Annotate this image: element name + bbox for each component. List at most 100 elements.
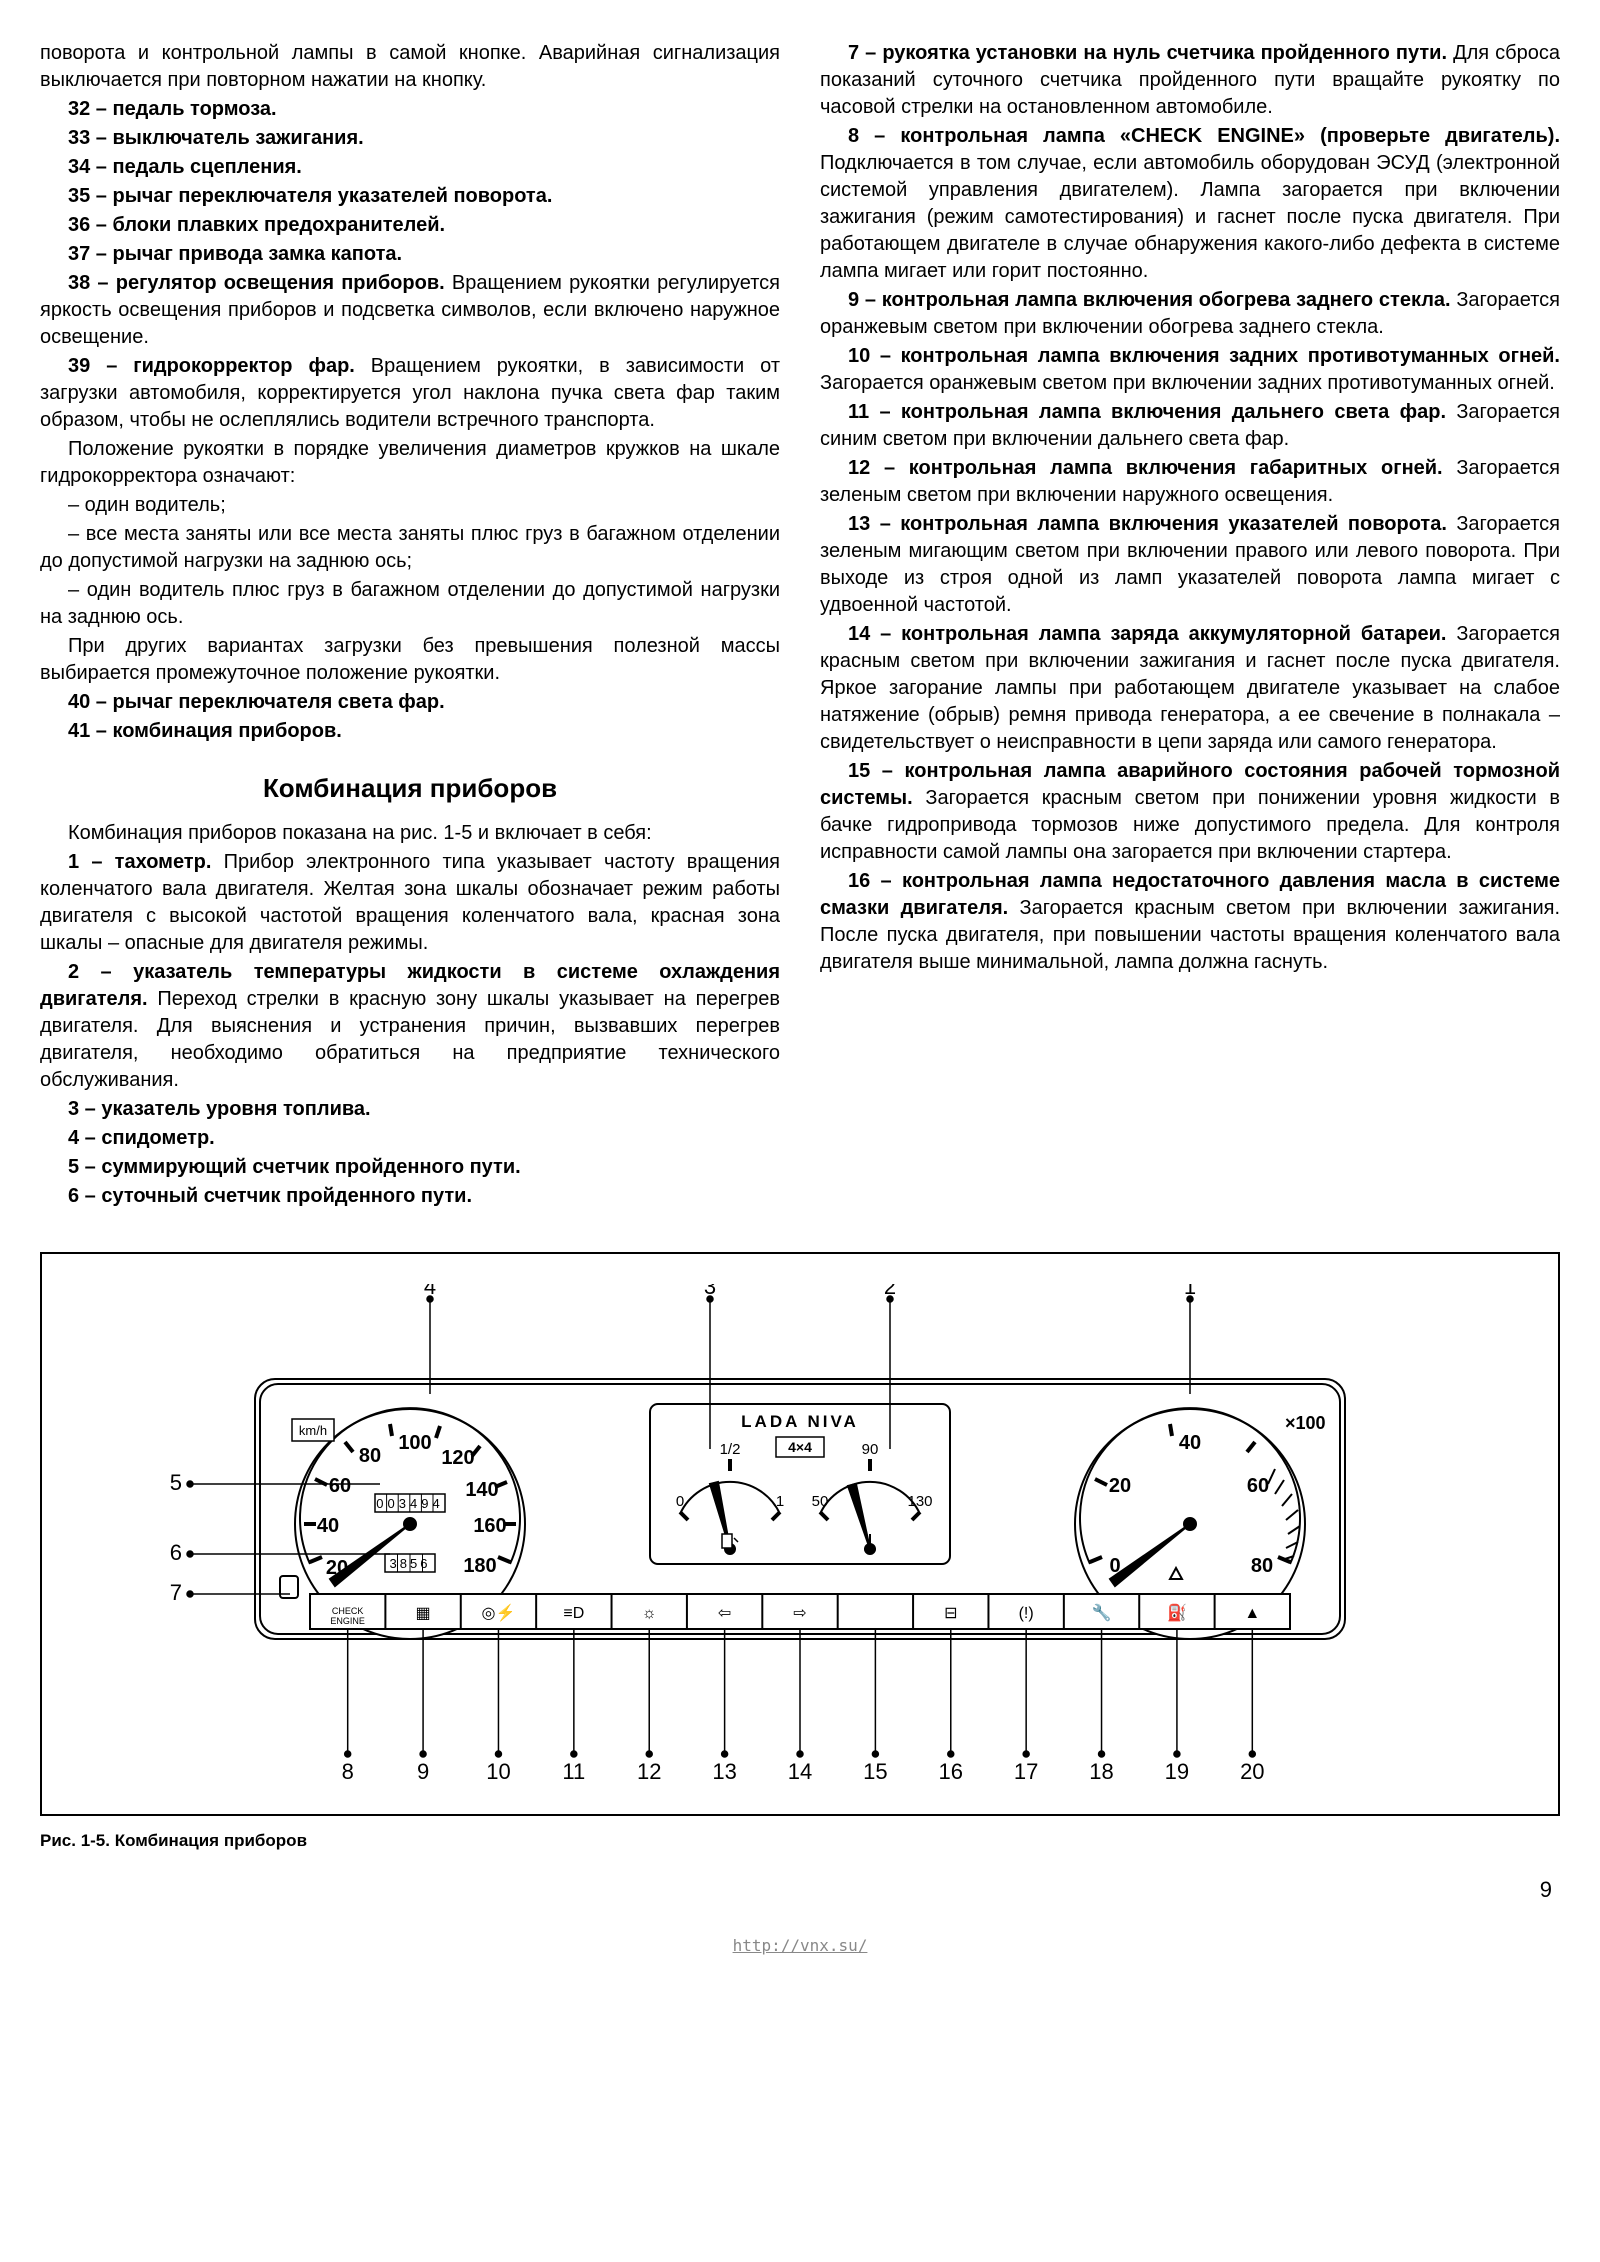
svg-text:4: 4 [424, 1284, 436, 1299]
numbered-5: 5 – суммирующий счетчик пройденного пути… [40, 1154, 780, 1181]
svg-text:3856: 3856 [390, 1556, 431, 1571]
numbered-8: 8 – контрольная лампа «CHECK ENGINE» (пр… [820, 123, 1560, 285]
n8-text: Подключается в том случае, если автомоби… [820, 152, 1560, 282]
item-33: 33 – выключатель зажигания. [40, 125, 780, 152]
item-39-l3: – один водитель плюс груз в багажном отд… [40, 577, 780, 631]
svg-text:130: 130 [907, 1493, 932, 1510]
svg-text:10: 10 [486, 1759, 510, 1784]
item-38-bold: 38 – регулятор освещения приборов. [68, 272, 445, 294]
svg-text:4×4: 4×4 [788, 1439, 812, 1455]
n15-text: Загорается красным светом при понижении … [820, 787, 1560, 863]
svg-text:50: 50 [812, 1493, 829, 1510]
item-35: 35 – рычаг переключателя указателей пово… [40, 183, 780, 210]
svg-text:0: 0 [1109, 1555, 1120, 1577]
n10-text: Загорается оранжевым светом при включени… [820, 372, 1555, 394]
n10-bold: 10 – контрольная лампа включения задних … [848, 345, 1560, 367]
svg-text:13: 13 [712, 1759, 736, 1784]
n2-text: Переход стрелки в красную зону шкалы ука… [40, 988, 780, 1091]
svg-text:19: 19 [1165, 1759, 1189, 1784]
svg-text:100: 100 [398, 1432, 431, 1454]
item-39-l1: – один водитель; [40, 492, 780, 519]
svg-text:20: 20 [326, 1557, 348, 1579]
svg-text:⊟: ⊟ [944, 1605, 957, 1622]
item-41: 41 – комбинация приборов. [40, 718, 780, 745]
svg-text:40: 40 [1179, 1432, 1201, 1454]
section-intro: Комбинация приборов показана на рис. 1-5… [40, 820, 780, 847]
numbered-2: 2 – указатель температуры жидкости в сис… [40, 959, 780, 1094]
svg-text:17: 17 [1014, 1759, 1038, 1784]
n1-bold: 1 – тахометр. [68, 851, 211, 873]
instrument-cluster-diagram: 003494 3856 km/h 20 40 60 [110, 1284, 1490, 1784]
svg-text:5: 5 [170, 1470, 182, 1495]
svg-text:180: 180 [463, 1555, 496, 1577]
svg-text:0: 0 [676, 1493, 684, 1510]
svg-text:LADA NIVA: LADA NIVA [741, 1412, 859, 1431]
svg-text:120: 120 [441, 1447, 474, 1469]
svg-text:7: 7 [170, 1580, 182, 1605]
numbered-13: 13 – контрольная лампа включения указате… [820, 511, 1560, 619]
numbered-12: 12 – контрольная лампа включения габарит… [820, 455, 1560, 509]
item-39-l2: – все места заняты или все места заняты … [40, 521, 780, 575]
item-39-bold: 39 – гидрокорректор фар. [68, 355, 355, 377]
numbered-10: 10 – контрольная лампа включения задних … [820, 343, 1560, 397]
section-title: Комбинация приборов [40, 771, 780, 806]
svg-text:18: 18 [1089, 1759, 1113, 1784]
footer-url: http://vnx.su/ [40, 1935, 1560, 1957]
svg-text:20: 20 [1109, 1475, 1131, 1497]
svg-text:80: 80 [359, 1445, 381, 1467]
numbered-4: 4 – спидометр. [40, 1125, 780, 1152]
n7-bold: 7 – рукоятка установки на нуль счетчика … [848, 42, 1447, 64]
item-40: 40 – рычаг переключателя света фар. [40, 689, 780, 716]
svg-text:1/2: 1/2 [720, 1441, 741, 1458]
svg-text:3: 3 [704, 1284, 716, 1299]
svg-text:2: 2 [884, 1284, 896, 1299]
svg-text:1: 1 [776, 1493, 784, 1510]
svg-text:☼: ☼ [642, 1605, 657, 1622]
n13-bold: 13 – контрольная лампа включения указате… [848, 513, 1447, 535]
svg-text:⇦: ⇦ [718, 1605, 731, 1622]
item-38: 38 – регулятор освещения приборов. Враще… [40, 270, 780, 351]
n12-bold: 12 – контрольная лампа включения габарит… [848, 457, 1443, 479]
figure-caption: Рис. 1-5. Комбинация приборов [40, 1830, 1560, 1853]
item-32: 32 – педаль тормоза. [40, 96, 780, 123]
svg-text:🔧: 🔧 [1092, 1603, 1112, 1622]
svg-text:140: 140 [465, 1479, 498, 1501]
svg-text:160: 160 [473, 1515, 506, 1537]
svg-text:60: 60 [1247, 1475, 1269, 1497]
page-number: 9 [40, 1875, 1560, 1905]
figure-1-5: 003494 3856 km/h 20 40 60 [40, 1252, 1560, 1816]
n9-bold: 9 – контрольная лампа включения обогрева… [848, 289, 1451, 311]
svg-text:12: 12 [637, 1759, 661, 1784]
item-39: 39 – гидрокорректор фар. Вращением рукоя… [40, 353, 780, 434]
numbered-14: 14 – контрольная лампа заряда аккумулято… [820, 621, 1560, 756]
svg-text:≡D: ≡D [563, 1605, 584, 1622]
svg-text:1: 1 [1184, 1284, 1196, 1299]
svg-text:◎⚡: ◎⚡ [482, 1603, 516, 1622]
item-34: 34 – педаль сцепления. [40, 154, 780, 181]
intro-tail: поворота и контрольной лампы в самой кно… [40, 40, 780, 94]
numbered-11: 11 – контрольная лампа включения дальнег… [820, 399, 1560, 453]
svg-text:▦: ▦ [416, 1605, 431, 1622]
svg-text:km/h: km/h [299, 1423, 327, 1438]
svg-text:80: 80 [1251, 1555, 1273, 1577]
svg-text:⇨: ⇨ [793, 1605, 806, 1622]
svg-text:60: 60 [329, 1475, 351, 1497]
numbered-6: 6 – суточный счетчик пройденного пути. [40, 1183, 780, 1210]
svg-text:6: 6 [170, 1540, 182, 1565]
svg-text:40: 40 [317, 1515, 339, 1537]
n14-bold: 14 – контрольная лампа заряда аккумулято… [848, 623, 1446, 645]
svg-text:14: 14 [788, 1759, 812, 1784]
item-39-p2: Положение рукоятки в порядке увеличения … [40, 436, 780, 490]
left-column: поворота и контрольной лампы в самой кно… [40, 40, 780, 1212]
numbered-1: 1 – тахометр. Прибор электронного типа у… [40, 849, 780, 957]
numbered-3: 3 – указатель уровня топлива. [40, 1096, 780, 1123]
svg-text:003494: 003494 [376, 1496, 443, 1511]
svg-text:(!): (!) [1019, 1605, 1034, 1622]
svg-text:15: 15 [863, 1759, 887, 1784]
item-39-p3: При других вариантах загрузки без превыш… [40, 633, 780, 687]
svg-text:⛽: ⛽ [1167, 1603, 1187, 1622]
svg-text:20: 20 [1240, 1759, 1264, 1784]
n11-bold: 11 – контрольная лампа включения дальнег… [848, 401, 1446, 423]
svg-text:16: 16 [939, 1759, 963, 1784]
n8-bold: 8 – контрольная лампа «CHECK ENGINE» (пр… [848, 125, 1560, 147]
